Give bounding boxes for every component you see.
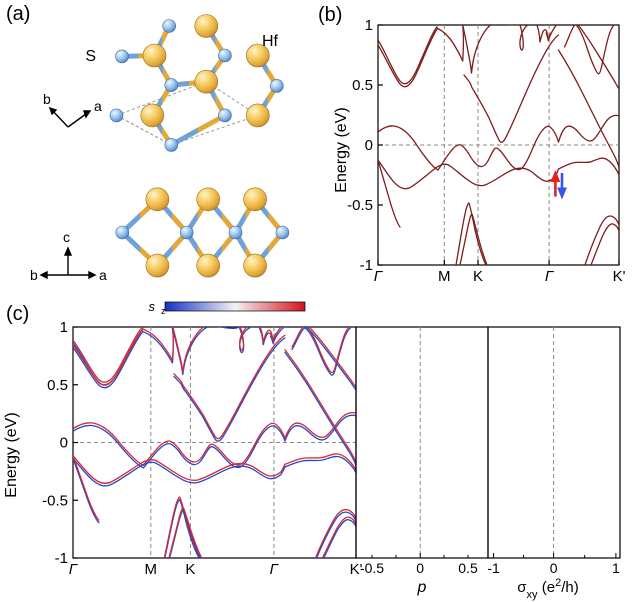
- svg-text:1: 1: [60, 319, 68, 336]
- svg-text:-0.5: -0.5: [360, 560, 384, 576]
- svg-text:1: 1: [612, 560, 620, 576]
- svg-text:-1: -1: [55, 550, 68, 567]
- svg-text:-0.5: -0.5: [42, 492, 68, 509]
- svg-text:Γ: Γ: [270, 561, 280, 578]
- svg-text:0.5: 0.5: [352, 77, 373, 94]
- svg-text:K': K': [613, 268, 626, 285]
- svg-text:M: M: [145, 561, 158, 578]
- svg-text:-1: -1: [360, 257, 373, 274]
- svg-text:σxy (e2/h): σxy (e2/h): [517, 577, 578, 601]
- svg-text:0.5: 0.5: [47, 377, 68, 394]
- svg-text:K: K: [185, 561, 195, 578]
- svg-text:p: p: [417, 579, 427, 596]
- svg-text:0: 0: [550, 560, 558, 576]
- svg-text:Γ: Γ: [545, 268, 555, 285]
- svg-text:0.5: 0.5: [458, 560, 478, 576]
- svg-text:Γ: Γ: [374, 268, 384, 285]
- svg-text:z: z: [161, 306, 166, 316]
- svg-text:K: K: [473, 268, 483, 285]
- svg-text:0: 0: [232, 300, 239, 301]
- svg-text:0: 0: [60, 435, 68, 452]
- svg-text:a: a: [94, 98, 102, 114]
- svg-text:s: s: [149, 300, 156, 314]
- svg-text:a: a: [99, 267, 107, 283]
- svg-text:b: b: [43, 91, 51, 107]
- svg-text:b: b: [30, 267, 38, 283]
- svg-text:0: 0: [416, 560, 424, 576]
- svg-text:-0.5: -0.5: [347, 197, 373, 214]
- svg-text:(a): (a): [6, 3, 30, 25]
- svg-text:S: S: [85, 48, 96, 65]
- svg-text:1: 1: [302, 300, 309, 301]
- svg-text:Energy (eV): Energy (eV): [333, 107, 350, 192]
- svg-text:M: M: [438, 268, 451, 285]
- svg-text:1: 1: [365, 17, 373, 34]
- svg-text:Hf: Hf: [262, 33, 279, 50]
- svg-text:-1: -1: [160, 300, 171, 301]
- svg-text:0: 0: [365, 137, 373, 154]
- svg-text:c: c: [63, 229, 70, 245]
- svg-text:(c): (c): [6, 303, 29, 325]
- svg-text:Energy (eV): Energy (eV): [3, 412, 20, 497]
- svg-text:Γ: Γ: [69, 561, 79, 578]
- svg-text:-1: -1: [487, 560, 500, 576]
